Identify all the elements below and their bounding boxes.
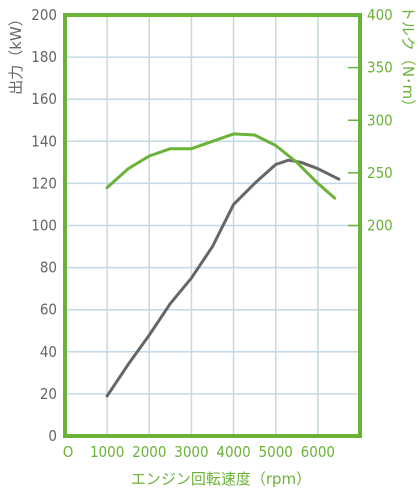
x-tick-label: 5000 bbox=[259, 443, 293, 461]
y-left-tick-label: 0 bbox=[48, 427, 57, 445]
x-tick-label: O bbox=[63, 443, 74, 461]
y-left-tick-label: 100 bbox=[31, 217, 57, 235]
y-left-tick-label: 40 bbox=[40, 343, 57, 361]
y-left-tick-label: 20 bbox=[40, 385, 57, 403]
y-left-tick-label: 180 bbox=[31, 48, 57, 66]
y-axis-left-title: 出力（kW） bbox=[7, 11, 25, 95]
y-left-tick-label: 200 bbox=[31, 6, 57, 24]
bottom-tick-labels: O 1000 2000 3000 4000 5000 6000 bbox=[63, 443, 335, 461]
x-tick-label: 4000 bbox=[216, 443, 250, 461]
right-tick-labels: 200 250 300 350 400 bbox=[367, 6, 393, 235]
x-tick-label: 2000 bbox=[132, 443, 166, 461]
y-axis-right-title: トルク（N･m） bbox=[399, 6, 417, 114]
y-left-tick-label: 60 bbox=[40, 301, 57, 319]
series-lines bbox=[105, 132, 341, 398]
left-tick-labels: 0 20 40 60 80 100 120 140 160 180 200 bbox=[31, 6, 57, 445]
y-right-tick-label: 200 bbox=[367, 217, 393, 235]
y-right-tick-label: 250 bbox=[367, 164, 393, 182]
grid-lines bbox=[65, 15, 360, 436]
output-line bbox=[105, 158, 341, 398]
x-axis-title: エンジン回転速度（rpm） bbox=[131, 470, 311, 488]
x-tick-label: 1000 bbox=[90, 443, 124, 461]
right-tick-marks bbox=[348, 14, 360, 227]
y-left-tick-label: 80 bbox=[40, 259, 57, 277]
x-tick-label: 6000 bbox=[301, 443, 335, 461]
y-left-tick-label: 160 bbox=[31, 90, 57, 108]
y-left-tick-label: 140 bbox=[31, 132, 57, 150]
torque-line bbox=[105, 132, 337, 200]
y-right-tick-label: 350 bbox=[367, 59, 393, 77]
y-right-tick-label: 400 bbox=[367, 6, 393, 24]
x-tick-label: 3000 bbox=[174, 443, 208, 461]
y-left-tick-label: 120 bbox=[31, 174, 57, 192]
y-right-tick-label: 300 bbox=[367, 111, 393, 129]
